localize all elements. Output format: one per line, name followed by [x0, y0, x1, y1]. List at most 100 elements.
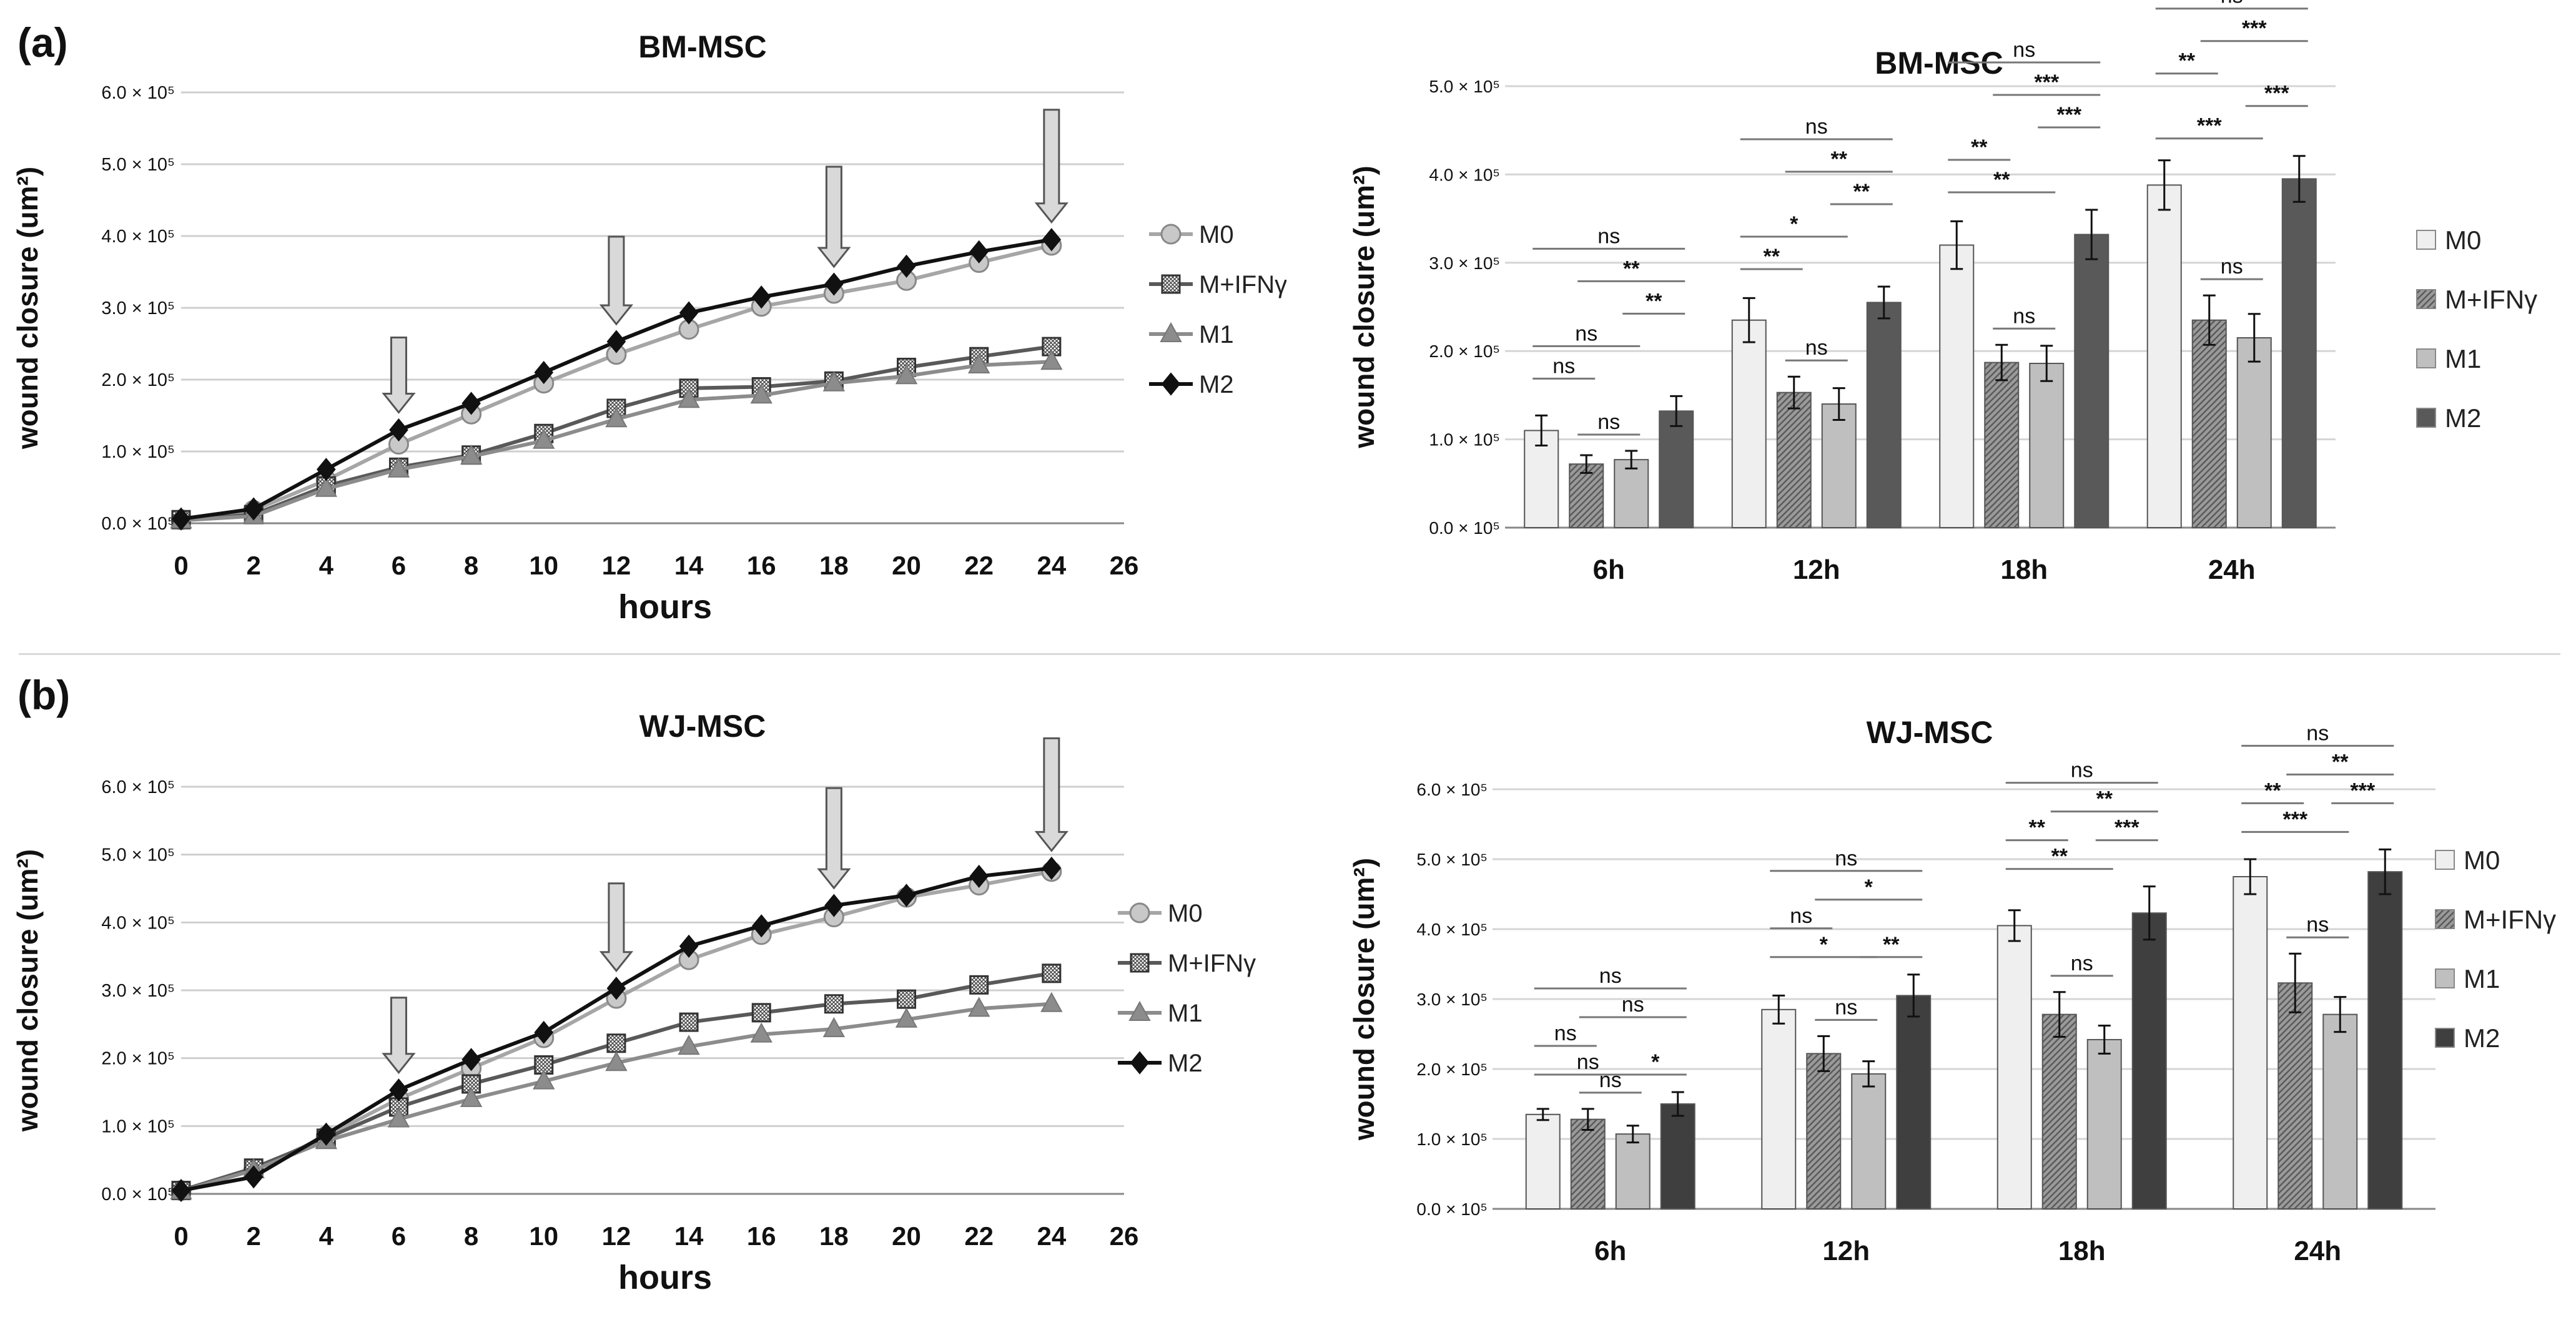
time-arrow [817, 787, 851, 890]
x-tick-label: 24 [1037, 551, 1066, 580]
significance-label: ** [1764, 245, 1780, 268]
significance-label: ns [1835, 847, 1857, 870]
legend-label: M+IFNγ [1168, 950, 1256, 977]
series-line-M1 [180, 360, 1052, 523]
bar-M+IFNγ-12h [1776, 392, 1812, 529]
bar-M1-18h [2086, 1038, 2122, 1210]
legend-label: M2 [1168, 1050, 1203, 1077]
significance-label: ** [2096, 787, 2113, 811]
significance-label: *** [2264, 82, 2289, 106]
x-tick-label: 6h [1594, 1236, 1626, 1266]
significance-label: ** [1993, 168, 2010, 192]
significance-label: ns [1790, 904, 1812, 928]
y-tick-label: 4.0 × 10⁵ [1429, 165, 1500, 184]
data-point [534, 360, 554, 385]
significance-label: *** [2197, 114, 2222, 138]
legend-label: M1 [2445, 344, 2481, 373]
time-arrow [599, 882, 634, 973]
data-point [461, 392, 481, 415]
data-point [969, 975, 989, 995]
significance-label: * [1865, 875, 1873, 899]
data-point [533, 428, 555, 449]
significance-label: ns [2306, 721, 2329, 745]
data-point [533, 1069, 555, 1090]
data-point [678, 1035, 700, 1055]
x-tick-label: 12 [602, 551, 631, 580]
data-point [822, 1017, 846, 1037]
y-tick-label: 5.0 × 10⁵ [101, 845, 175, 865]
legend-swatch [2435, 909, 2455, 929]
y-tick-label: 0.0 × 10⁵ [101, 1185, 175, 1204]
y-tick-label: 0.0 × 10⁵ [101, 514, 175, 534]
significance-label: * [1790, 212, 1799, 236]
y-tick-label: 3.0 × 10⁵ [1416, 990, 1488, 1009]
data-point [897, 254, 916, 278]
x-tick-label: 4 [319, 1221, 334, 1251]
legend-label: M2 [2445, 403, 2481, 433]
legend-swatch [2416, 289, 2436, 309]
data-point [897, 989, 917, 1009]
data-point [606, 330, 626, 353]
bar-M2-12h [1866, 302, 1902, 528]
data-point [1160, 322, 1182, 342]
significance-label: ns [2013, 38, 2035, 62]
bar-M1-6h [1614, 459, 1649, 529]
data-point [969, 240, 989, 264]
y-tick-label: 0.0 × 10⁵ [1416, 1199, 1488, 1219]
y-axis-label: wound closure (um²) [11, 167, 44, 450]
x-tick-label: 0 [174, 551, 188, 580]
bar-M0-6h [1525, 1113, 1561, 1209]
x-tick-label: 18 [819, 1221, 849, 1251]
legend-swatch [2416, 348, 2436, 368]
x-tick-label: 22 [964, 1221, 994, 1251]
significance-label: ns [1805, 115, 1828, 139]
y-tick-label: 6.0 × 10⁵ [101, 83, 175, 103]
significance-label: ns [1835, 995, 1857, 1019]
significance-label: ns [1597, 224, 1620, 248]
y-tick-label: 2.0 × 10⁵ [101, 1049, 175, 1069]
data-point [895, 1007, 918, 1028]
bar-M0-18h [1939, 244, 1975, 528]
legend-swatch [2435, 850, 2455, 870]
data-point [1161, 274, 1181, 294]
significance-label: ** [2264, 779, 2281, 802]
significance-label: ** [1853, 180, 1870, 204]
data-point [750, 383, 772, 404]
data-point [317, 1122, 336, 1146]
data-point [679, 1012, 699, 1032]
x-tick-label: 22 [964, 551, 994, 580]
data-point [1160, 224, 1182, 245]
legend-label: M1 [1168, 1000, 1203, 1027]
bar-M1-6h [1615, 1133, 1651, 1209]
significance-label: ns [2306, 913, 2329, 937]
data-point [387, 1107, 410, 1128]
bar-M+IFNγ-18h [1984, 362, 2020, 528]
x-tick-label: 10 [529, 551, 558, 580]
data-point [461, 1048, 481, 1071]
data-point [1042, 856, 1062, 880]
data-point [824, 272, 844, 296]
data-point [1161, 372, 1181, 396]
data-point [606, 1033, 626, 1053]
wj-msc-line-chart: WJ-MSC 0.0 × 10⁵ 1.0 × 10⁵ 2.0 × 10⁵ 3.0 × 1… [11, 709, 1256, 1296]
legend-swatch [2416, 408, 2436, 428]
x-tick-label: 24h [2294, 1236, 2341, 1266]
y-tick-label: 3.0 × 10⁵ [101, 981, 175, 1001]
bar-M1-12h [1851, 1073, 1887, 1210]
significance-label: ns [1554, 1022, 1577, 1045]
y-axis-label: wound closure (um²) [1348, 165, 1380, 448]
x-tick-label: 2 [246, 1221, 260, 1251]
y-tick-label: 1.0 × 10⁵ [1416, 1130, 1488, 1149]
x-tick-label: 20 [892, 551, 921, 580]
data-point [534, 1020, 554, 1044]
x-tick-label: 12h [1822, 1236, 1870, 1266]
significance-label: *** [2282, 807, 2307, 831]
significance-label: ns [1552, 354, 1575, 378]
data-point [824, 894, 844, 917]
y-axis-label: wound closure (um²) [1348, 858, 1380, 1141]
y-tick-label: 1.0 × 10⁵ [101, 442, 175, 462]
data-point [1129, 902, 1150, 924]
x-tick-label: 0 [174, 1221, 188, 1251]
legend-label: M+IFNγ [1199, 271, 1286, 298]
